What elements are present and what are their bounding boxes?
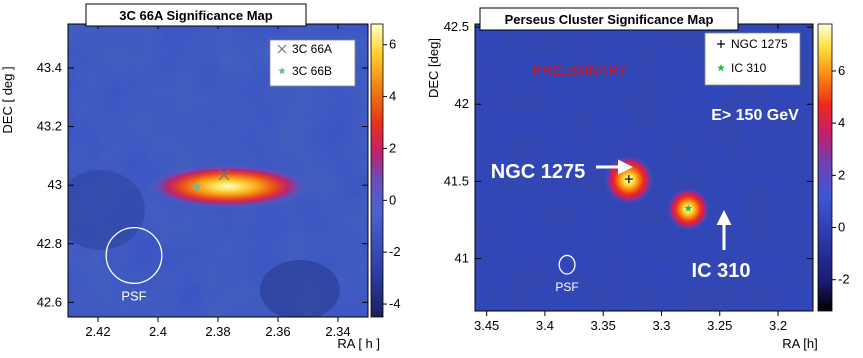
x-tick-label: 2.36 — [265, 324, 290, 339]
psf-label: PSF — [121, 288, 146, 303]
colorbar-tick-label: 4 — [838, 115, 845, 130]
psf-circle: PSF — [555, 254, 579, 294]
source-markers — [192, 169, 230, 191]
chart-title: Perseus Cluster Significance Map — [505, 12, 714, 27]
psf-ring — [558, 254, 576, 275]
colorbar-tick-label: 0 — [838, 220, 845, 235]
y-axis: 42.6 42.8 43 43.2 43.4 — [37, 60, 368, 309]
source-marker-x — [218, 169, 230, 181]
source-marker-star — [192, 181, 202, 191]
legend-label: 3C 66B — [292, 64, 332, 78]
legend-label: NGC 1275 — [731, 37, 788, 51]
energy-threshold-annotation: E> 150 GeV — [711, 107, 799, 124]
x-tick-label: 3.2 — [769, 318, 787, 333]
psf-ring — [105, 226, 163, 284]
colorbar-ticks: 6 4 2 0 -2 -4 — [383, 37, 401, 311]
ngc1275-annotation: NGC 1275 — [491, 161, 586, 183]
panel-3c66a: 2.42 2.4 2.38 2.36 2.34 42.6 42.8 43 43.2 43.4 P… — [0, 0, 418, 358]
y-axis: 41 41.5 42 42.5 — [444, 19, 813, 266]
chart-title: 3C 66A Significance Map — [119, 8, 272, 23]
source-marker-x — [277, 44, 287, 54]
colorbar-tick-label: -4 — [389, 296, 401, 311]
x-tick-label: 2.38 — [205, 324, 230, 339]
x-tick-label: 3.4 — [536, 318, 554, 333]
source-marker-star — [278, 67, 286, 75]
x-axis-label: RA [h] — [782, 336, 817, 351]
colorbar-tick-label: 6 — [389, 37, 396, 52]
colorbar-tick-label: 2 — [838, 167, 845, 182]
y-tick-label: 42.5 — [444, 19, 469, 34]
x-tick-label: 3.25 — [707, 318, 732, 333]
colorbar-tick-label: -2 — [838, 272, 850, 287]
y-tick-label: 41 — [455, 251, 469, 266]
x-tick-label: 3.45 — [474, 318, 499, 333]
y-tick-label: 42 — [455, 96, 469, 111]
y-tick-label: 43.2 — [37, 119, 62, 134]
map-low-region — [68, 170, 145, 250]
psf-label: PSF — [555, 280, 578, 294]
colorbar-tick-label: 0 — [389, 192, 396, 207]
ic310-annotation: IC 310 — [692, 260, 751, 282]
y-tick-label: 43 — [48, 177, 62, 192]
x-tick-label: 2.34 — [325, 324, 350, 339]
x-axis-label: RA [ h ] — [337, 336, 380, 351]
legend-label: IC 310 — [731, 61, 767, 75]
source-marker-plus — [717, 40, 725, 48]
preliminary-annotation: PRELIMINARY — [533, 62, 628, 78]
colorbar-tick-label: 6 — [838, 63, 845, 78]
title-box — [85, 3, 307, 27]
x-tick-label: 2.42 — [85, 324, 110, 339]
y-tick-label: 42.8 — [37, 236, 62, 251]
source-marker-star — [684, 204, 693, 212]
title-box — [479, 7, 739, 31]
y-axis-label: DEC [ deg ] — [0, 66, 15, 133]
x-tick-label: 3.35 — [591, 318, 616, 333]
colorbar-ticks: 6 4 2 0 -2 — [832, 63, 850, 287]
y-tick-label: 41.5 — [444, 173, 469, 188]
colorbar-tick-label: -2 — [389, 244, 401, 259]
colorbar — [817, 23, 833, 312]
colorbar-tick-label: 4 — [389, 89, 396, 104]
map-low-region — [260, 260, 340, 317]
x-axis: 3.45 3.4 3.35 3.3 3.25 3.2 — [474, 24, 787, 333]
x-tick-label: 3.3 — [652, 318, 670, 333]
legend: 3C 66A 3C 66B — [277, 42, 332, 78]
colorbar-tick-label: 2 — [389, 140, 396, 155]
x-axis: 2.42 2.4 2.38 2.36 2.34 — [85, 24, 351, 339]
psf-circle: PSF — [105, 226, 163, 303]
source-marker-star — [717, 64, 725, 72]
y-axis-label: DEC [deg] — [426, 38, 441, 98]
y-tick-label: 43.4 — [37, 60, 62, 75]
significance-hotspot — [146, 164, 310, 209]
legend-label: 3C 66A — [292, 42, 332, 56]
source-markers — [624, 175, 693, 212]
source-marker-plus — [624, 175, 633, 184]
y-tick-label: 42.6 — [37, 294, 62, 309]
x-tick-label: 2.4 — [149, 324, 167, 339]
colorbar — [370, 23, 384, 318]
legend: NGC 1275 IC 310 — [717, 37, 788, 75]
